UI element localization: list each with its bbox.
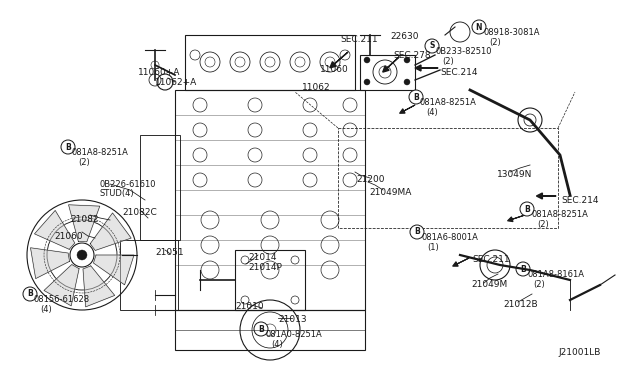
Text: 11060+A: 11060+A: [138, 68, 180, 77]
Text: 081A6-8001A: 081A6-8001A: [421, 233, 478, 242]
Text: 08918-3081A: 08918-3081A: [483, 28, 540, 37]
Text: 11062: 11062: [302, 83, 331, 92]
Text: S: S: [429, 42, 435, 51]
Text: B: B: [524, 205, 530, 214]
Text: B: B: [414, 228, 420, 237]
Text: (4): (4): [40, 305, 52, 314]
Circle shape: [425, 39, 439, 53]
Text: 21014: 21014: [248, 253, 276, 262]
Text: 11062+A: 11062+A: [155, 78, 197, 87]
Text: SEC.214: SEC.214: [561, 196, 598, 205]
FancyArrow shape: [452, 258, 469, 266]
Text: (1): (1): [427, 243, 439, 252]
Circle shape: [409, 90, 423, 104]
Text: 21012B: 21012B: [503, 300, 538, 309]
Polygon shape: [35, 211, 75, 249]
Polygon shape: [44, 264, 79, 306]
Text: B: B: [520, 264, 526, 273]
Text: B: B: [65, 142, 71, 151]
Text: 21082: 21082: [70, 215, 99, 224]
Text: SEC.211: SEC.211: [340, 35, 378, 44]
FancyArrow shape: [383, 57, 399, 72]
Text: 081A0-8251A: 081A0-8251A: [265, 330, 322, 339]
Text: (4): (4): [426, 108, 438, 117]
Text: 21082C: 21082C: [122, 208, 157, 217]
FancyArrow shape: [330, 52, 348, 68]
FancyArrow shape: [399, 105, 415, 113]
Text: J21001LB: J21001LB: [558, 348, 600, 357]
Text: 0B233-82510: 0B233-82510: [436, 47, 493, 56]
Text: B: B: [27, 289, 33, 298]
Text: (2): (2): [537, 220, 548, 229]
Circle shape: [520, 202, 534, 216]
Text: 081A8-8251A: 081A8-8251A: [72, 148, 129, 157]
Text: N: N: [476, 22, 483, 32]
Text: SEC.211: SEC.211: [472, 255, 509, 264]
FancyArrow shape: [508, 215, 525, 222]
Text: 0B226-61610: 0B226-61610: [100, 180, 157, 189]
Text: STUD(4): STUD(4): [100, 189, 134, 198]
Text: (2): (2): [533, 280, 545, 289]
Polygon shape: [68, 205, 100, 242]
Circle shape: [77, 250, 87, 260]
Text: 11060: 11060: [320, 65, 349, 74]
Text: 21051: 21051: [155, 248, 184, 257]
Circle shape: [364, 79, 370, 85]
Text: B: B: [413, 93, 419, 102]
Text: 08156-61628: 08156-61628: [34, 295, 90, 304]
FancyArrow shape: [415, 65, 438, 71]
Text: 21013: 21013: [278, 315, 307, 324]
FancyArrow shape: [536, 193, 556, 199]
Circle shape: [410, 225, 424, 239]
Text: 21060: 21060: [54, 232, 83, 241]
Text: 081A8-8251A: 081A8-8251A: [420, 98, 477, 107]
Circle shape: [404, 79, 410, 85]
Text: 21010: 21010: [235, 302, 264, 311]
Polygon shape: [83, 266, 115, 307]
Polygon shape: [93, 255, 134, 285]
Text: 13049N: 13049N: [497, 170, 532, 179]
Circle shape: [61, 140, 75, 154]
Text: (2): (2): [78, 158, 90, 167]
Polygon shape: [31, 248, 70, 279]
Text: 081A8-8161A: 081A8-8161A: [527, 270, 584, 279]
Text: SEC.214: SEC.214: [440, 68, 477, 77]
Text: 21049MA: 21049MA: [369, 188, 412, 197]
Bar: [338, 128, 558, 228]
Circle shape: [23, 287, 37, 301]
Text: (2): (2): [442, 57, 454, 66]
Text: 22630: 22630: [390, 32, 419, 41]
Circle shape: [364, 57, 370, 63]
Text: 21049M: 21049M: [471, 280, 508, 289]
Text: 21014P: 21014P: [248, 263, 282, 272]
Text: SEC.278: SEC.278: [393, 51, 431, 60]
Polygon shape: [90, 213, 131, 250]
Circle shape: [516, 262, 530, 276]
Text: (2): (2): [489, 38, 500, 47]
Circle shape: [404, 57, 410, 63]
Text: 081A8-8251A: 081A8-8251A: [531, 210, 588, 219]
Text: B: B: [258, 324, 264, 334]
Circle shape: [472, 20, 486, 34]
Text: (4): (4): [271, 340, 283, 349]
Text: 21200: 21200: [356, 175, 385, 184]
Circle shape: [254, 322, 268, 336]
